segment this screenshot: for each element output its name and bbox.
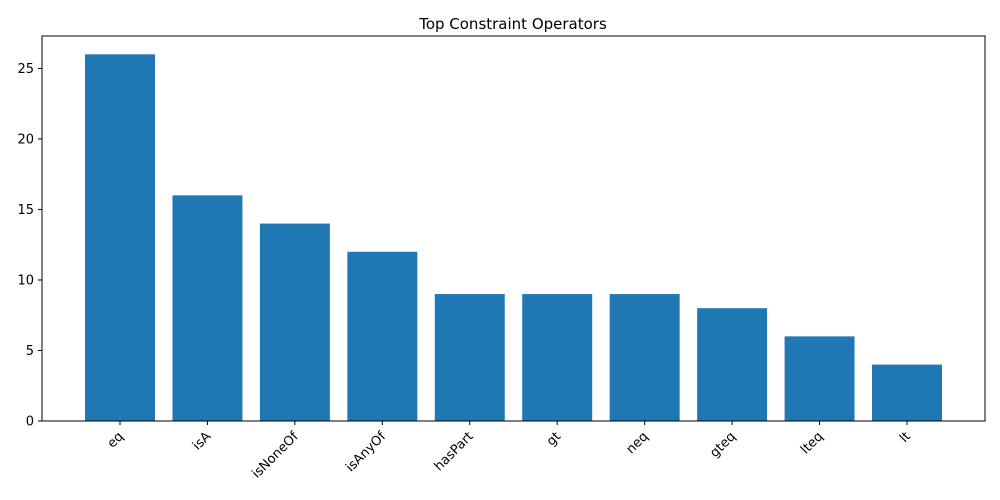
bar-hasPart — [434, 294, 505, 421]
x-tick-label-hasPart: hasPart — [432, 429, 477, 474]
chart-title: Top Constraint Operators — [418, 15, 607, 33]
bars-group — [85, 54, 942, 421]
x-axis: eq isA isNoneOf isAnyOf hasPart gt neq gteq lteq… — [105, 421, 914, 482]
x-tick-label-gt: gt — [544, 429, 564, 449]
bar-eq — [85, 54, 155, 421]
y-axis: 0 5 10 15 20 25 — [17, 62, 42, 430]
x-tick-label-lt: lt — [897, 429, 914, 446]
bar-neq — [609, 294, 680, 421]
bar-lt — [872, 364, 942, 421]
bar-isNoneOf — [259, 223, 330, 421]
y-tick-label-10: 10 — [17, 273, 34, 288]
bar-lteq — [784, 336, 855, 421]
bar-isAnyOf — [347, 251, 418, 421]
x-tick-label-isA: isA — [190, 429, 214, 453]
bar-gteq — [697, 308, 768, 421]
y-tick-label-0: 0 — [26, 415, 34, 430]
y-tick-label-25: 25 — [17, 62, 34, 77]
y-tick-label-15: 15 — [17, 203, 34, 218]
y-tick-label-20: 20 — [17, 132, 34, 147]
x-tick-label-lteq: lteq — [798, 429, 826, 457]
y-tick-label-5: 5 — [26, 344, 34, 359]
plot-frame — [41, 35, 986, 422]
bar-isA — [172, 195, 243, 421]
bar-gt — [522, 294, 593, 421]
x-tick-label-gteq: gteq — [707, 429, 739, 461]
x-tick-label-neq: neq — [624, 429, 652, 457]
x-tick-label-eq: eq — [105, 429, 127, 451]
x-tick-label-isAnyOf: isAnyOf — [343, 429, 389, 475]
x-tick-label-isNoneOf: isNoneOf — [249, 429, 302, 482]
